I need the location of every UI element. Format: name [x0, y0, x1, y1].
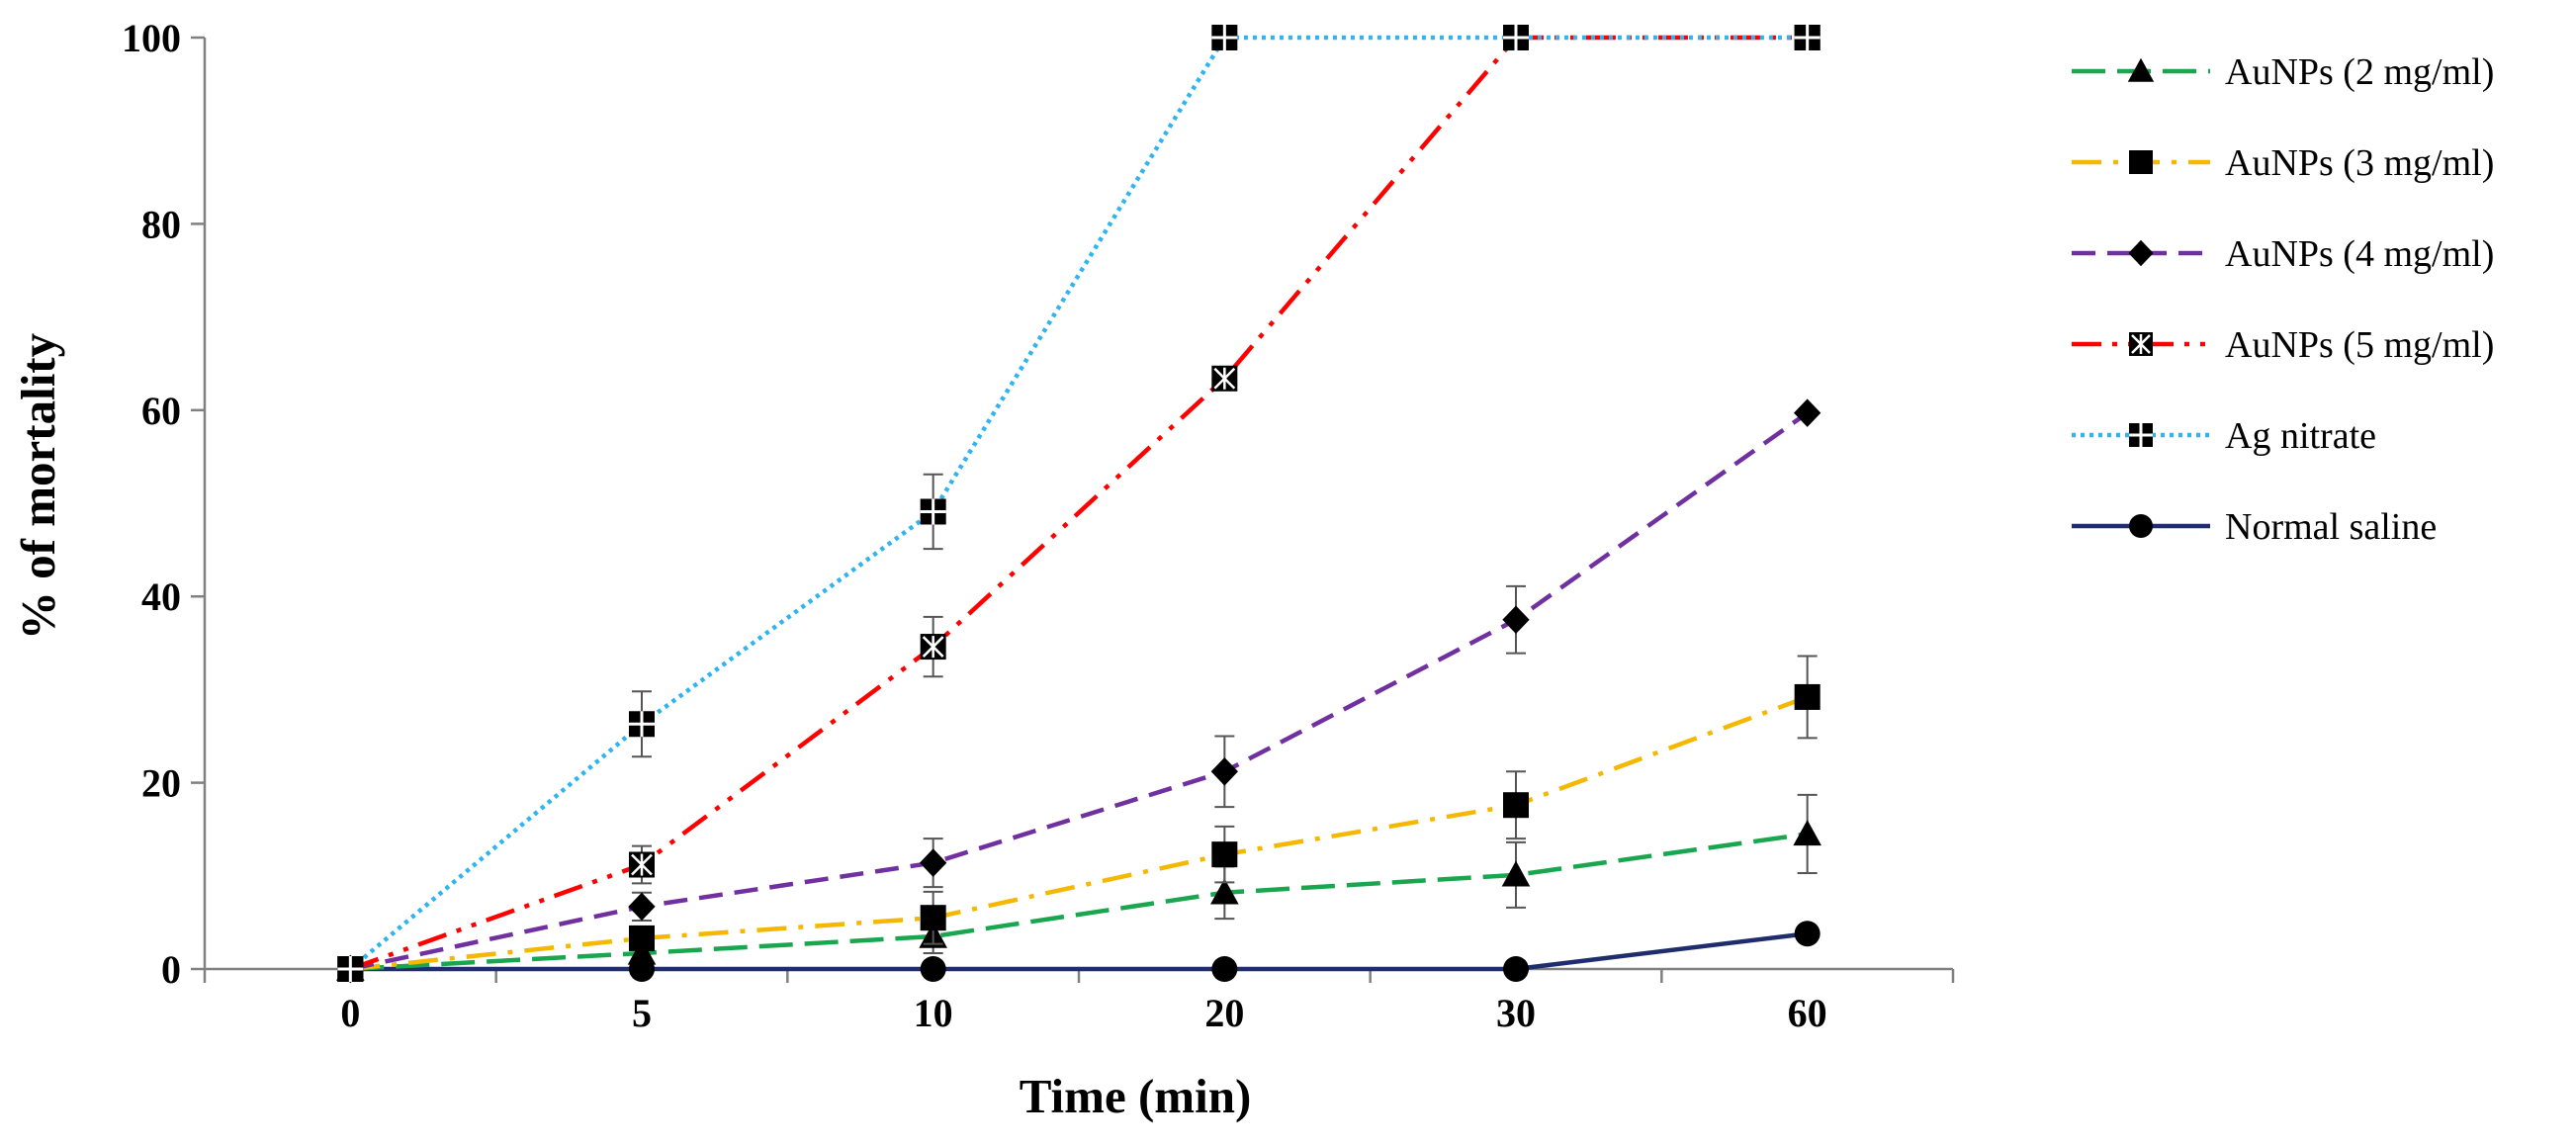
series-aunps-3-mg-ml [337, 655, 1821, 982]
legend-marker-aunps-3-mg-ml [2129, 150, 2153, 174]
chart-axes: 0 20 40 60 80 100 0 5 10 20 30 60 [122, 16, 1955, 1035]
legend-item-normal-saline: Normal saline [2072, 506, 2437, 548]
data-point-normal-saline [1211, 956, 1238, 982]
legend-label-aunps-3-mg-ml: AuNPs (3 mg/ml) [2225, 142, 2494, 184]
x-tick-label: 0 [340, 991, 360, 1035]
data-point-aunps-4-mg-ml [1502, 605, 1530, 635]
series-aunps-2-mg-ml [336, 793, 1821, 981]
legend-marker-aunps-5-mg-ml-hatch [2131, 334, 2151, 354]
data-point-aunps-2-mg-ml [1210, 878, 1239, 905]
data-point-normal-saline [1794, 921, 1821, 947]
series-line-aunps-4-mg-ml [349, 410, 1809, 972]
series-aunps-5-mg-ml [337, 25, 1821, 982]
data-point-aunps-2-mg-ml [627, 938, 657, 965]
y-tick-label: 60 [141, 389, 181, 433]
legend-item-ag-nitrate: Ag nitrate [2072, 415, 2376, 457]
x-tick-label: 5 [632, 991, 652, 1035]
legend-label-ag-nitrate: Ag nitrate [2225, 415, 2376, 457]
data-point-ag-nitrate [629, 711, 655, 738]
data-point-aunps-5-mg-ml [1211, 365, 1238, 392]
x-tick-label: 10 [914, 991, 953, 1035]
data-point-ag-nitrate-cross [629, 711, 655, 738]
x-tick-label: 20 [1204, 991, 1244, 1035]
y-tick-label: 20 [141, 761, 181, 806]
data-point-normal-saline [920, 956, 946, 982]
data-point-aunps-5-mg-ml [920, 634, 946, 661]
data-point-aunps-5-mg-ml [629, 851, 655, 878]
series-ag-nitrate [337, 25, 1821, 982]
series-line-ag-nitrate [348, 35, 1808, 971]
data-point-aunps-5-mg-ml-hatch [1213, 367, 1236, 390]
legend-label-aunps-4-mg-ml: AuNPs (4 mg/ml) [2225, 233, 2494, 275]
legend-marker-ag-nitrate [2129, 423, 2153, 447]
data-point-aunps-3-mg-ml [1503, 792, 1529, 819]
x-axis-title: Time (min) [1020, 1069, 1252, 1123]
data-point-aunps-4-mg-ml [920, 848, 947, 877]
data-point-ag-nitrate [1794, 25, 1821, 50]
data-point-ag-nitrate-cross [1503, 25, 1529, 50]
series-line-aunps-5-mg-ml [349, 35, 1808, 972]
legend-marker-aunps-4-mg-ml [2128, 239, 2154, 267]
legend-item-aunps-4-mg-ml: AuNPs (4 mg/ml) [2072, 233, 2494, 275]
data-point-aunps-4-mg-ml [1794, 398, 1821, 427]
data-point-aunps-5-mg-ml-hatch [922, 636, 944, 659]
data-point-aunps-3-mg-ml [1794, 683, 1821, 710]
data-point-aunps-3-mg-ml [1211, 841, 1238, 868]
legend-label-aunps-5-mg-ml: AuNPs (5 mg/ml) [2225, 324, 2494, 366]
data-point-aunps-3-mg-ml [629, 925, 655, 951]
y-tick-label: 40 [141, 574, 181, 619]
data-point-ag-nitrate-cross [1211, 25, 1238, 50]
series-aunps-4-mg-ml [336, 398, 1821, 984]
data-point-normal-saline [1503, 956, 1529, 982]
y-tick-label: 100 [122, 16, 181, 60]
data-point-ag-nitrate [1503, 25, 1529, 50]
data-point-ag-nitrate-cross [1794, 25, 1821, 50]
data-point-ag-nitrate [1211, 25, 1238, 50]
y-tick-label: 80 [141, 202, 181, 246]
data-point-ag-nitrate [337, 956, 364, 982]
x-tick-label: 60 [1788, 991, 1827, 1035]
data-point-aunps-4-mg-ml [628, 892, 656, 922]
legend-marker-ag-nitrate-cross [2129, 423, 2153, 447]
chart-legend: AuNPs (2 mg/ml) AuNPs (3 mg/ml) AuNPs (4 m… [2072, 51, 2494, 548]
legend-item-aunps-5-mg-ml: AuNPs (5 mg/ml) [2072, 324, 2494, 366]
data-point-ag-nitrate-cross [920, 498, 946, 525]
legend-label-aunps-2-mg-ml: AuNPs (2 mg/ml) [2225, 51, 2494, 93]
data-point-aunps-2-mg-ml [1793, 820, 1821, 846]
legend-marker-aunps-5-mg-ml [2129, 332, 2153, 356]
data-point-ag-nitrate-cross [337, 956, 364, 982]
legend-item-aunps-3-mg-ml: AuNPs (3 mg/ml) [2072, 142, 2494, 184]
data-point-ag-nitrate [920, 498, 946, 525]
data-point-aunps-3-mg-ml [920, 905, 946, 931]
data-point-aunps-5-mg-ml-hatch [631, 853, 653, 876]
series-line-aunps-2-mg-ml [350, 832, 1808, 972]
legend-item-aunps-2-mg-ml: AuNPs (2 mg/ml) [2072, 51, 2494, 93]
x-tick-label: 30 [1496, 991, 1536, 1035]
series-line-aunps-3-mg-ml [350, 694, 1809, 972]
data-point-aunps-4-mg-ml [1210, 756, 1238, 786]
data-point-aunps-2-mg-ml [1501, 860, 1531, 887]
chart-series [336, 25, 1821, 984]
y-tick-label: 0 [161, 947, 181, 992]
legend-marker-aunps-2-mg-ml [2127, 57, 2155, 82]
series-line-normal-saline [350, 930, 1808, 972]
y-axis-title: % of mortality [11, 332, 65, 640]
legend-marker-normal-saline [2129, 514, 2153, 538]
legend-label-normal-saline: Normal saline [2225, 506, 2437, 548]
